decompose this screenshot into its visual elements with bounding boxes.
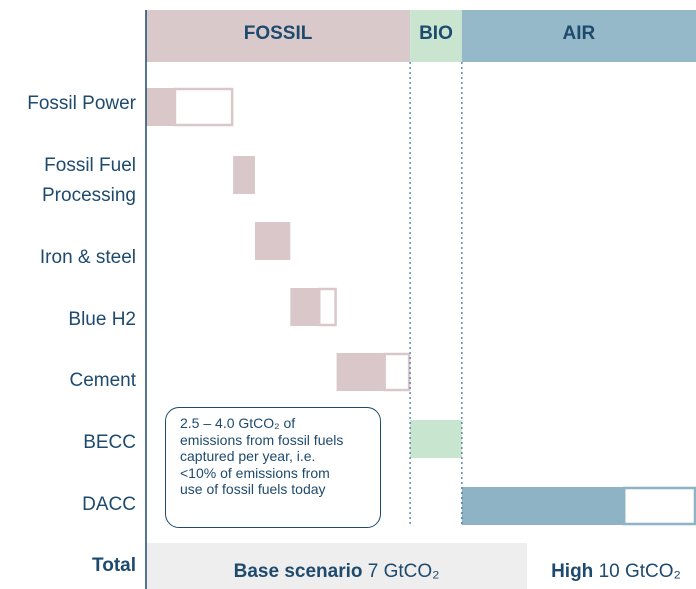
category-label: Blue H2	[68, 309, 136, 330]
category-label: DACC	[82, 494, 136, 515]
category-label: Iron & steel	[39, 247, 136, 268]
total-value: 10	[599, 561, 620, 582]
bar	[336, 353, 386, 391]
annotation-line: 2.5 – 4.0 GtCO₂ of	[180, 415, 296, 431]
annotation-line: captured per year, i.e.	[180, 448, 316, 464]
region-header	[410, 10, 462, 62]
category-label: Fossil Power	[27, 93, 136, 114]
region-label: AIR	[563, 23, 596, 44]
total-text: Base scenario 7 GtCO₂	[234, 561, 440, 582]
bar	[461, 487, 626, 525]
total-base	[146, 543, 528, 589]
bar	[254, 222, 291, 260]
bar	[146, 88, 176, 126]
bar-high	[318, 287, 337, 327]
total-text: High 10 GtCO₂	[551, 561, 681, 582]
category-label: BECC	[83, 432, 136, 453]
total-value: 7	[368, 561, 379, 582]
total-name: High	[551, 561, 593, 582]
region-label: FOSSIL	[244, 23, 313, 44]
total-unit: GtCO₂	[625, 561, 681, 582]
total-high	[527, 543, 691, 589]
category-label: Fossil Fuel Processing	[42, 155, 136, 206]
total-unit: GtCO₂	[384, 561, 440, 582]
region-header	[461, 10, 696, 62]
total-name: Base scenario	[234, 561, 363, 582]
bar-high	[383, 352, 411, 392]
bar-high	[622, 486, 696, 526]
annotation-line: <10% of emissions from	[180, 464, 330, 481]
region-label: BIO	[419, 23, 453, 44]
bar-high	[173, 87, 234, 127]
category-label: Cement	[69, 370, 136, 391]
region-header	[146, 10, 411, 62]
annotation-line: emissions from fossil fuels	[180, 431, 344, 448]
bar	[290, 288, 321, 326]
annotation-line: use of fossil fuels today	[180, 481, 326, 497]
bar	[410, 420, 462, 458]
annotation: 2.5 – 4.0 GtCO₂ of emissions from fossil …	[165, 407, 381, 528]
bar	[233, 156, 255, 194]
total-label: Total	[92, 555, 136, 576]
